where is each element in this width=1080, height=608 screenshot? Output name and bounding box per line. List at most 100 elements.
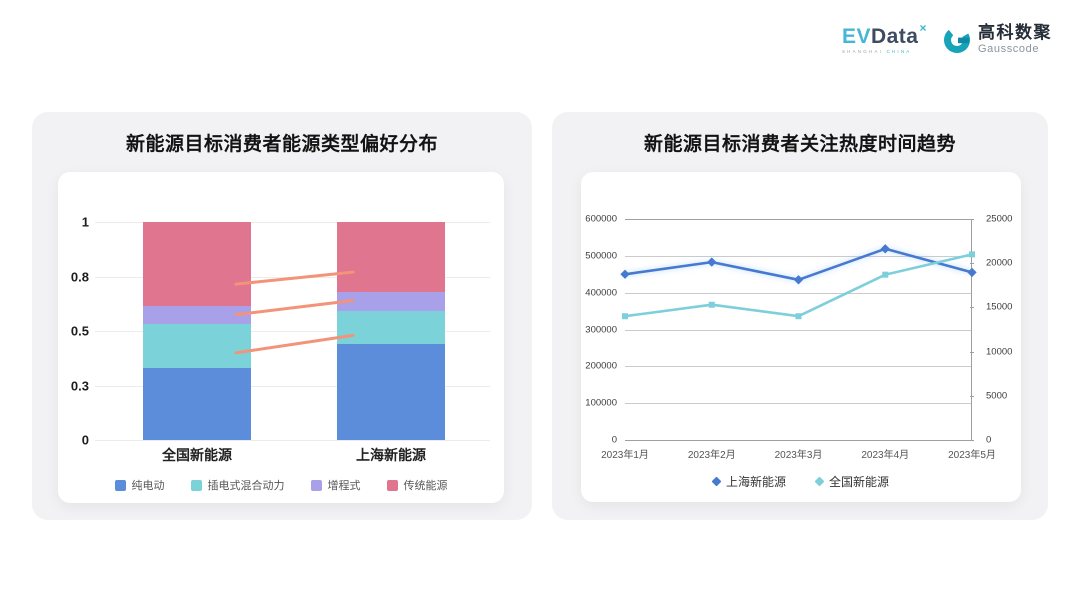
grid-line <box>625 292 972 294</box>
gausscode-name-en: Gausscode <box>978 43 1040 55</box>
grid-line <box>625 255 972 257</box>
legend-item-label: 传统能源 <box>403 480 448 492</box>
grid-line <box>95 440 490 441</box>
right-axis-tick <box>970 351 974 353</box>
grid-line <box>625 219 972 220</box>
data-point-marker <box>622 313 628 320</box>
gausscode-logo: 高科数聚 Gausscode <box>942 24 1052 55</box>
line-chart-legend: 上海新能源 全国新能源 <box>581 473 1021 490</box>
right-axis-tick-label: 10000 <box>986 346 1013 358</box>
left-axis-tick-label: 0 <box>611 434 617 446</box>
data-point-marker <box>880 244 890 254</box>
evdata-superscript-x-icon: × <box>919 21 927 35</box>
bar-chart-title: 新能源目标消费者能源类型偏好分布 <box>125 134 438 155</box>
left-axis-tick-label: 100000 <box>585 397 617 409</box>
legend-swatch <box>386 479 398 491</box>
evdata-subtext-shanghai: SHANGHAI <box>841 49 884 54</box>
right-axis-line <box>971 219 972 440</box>
legend-item[interactable]: 增程式 <box>310 477 361 493</box>
evdata-wordmark: EVData× <box>842 22 927 48</box>
evdata-subtext-china: CHINA <box>886 49 912 54</box>
legend-item-label: 插电式混合动力 <box>207 480 285 492</box>
legend-item[interactable]: 全国新能源 <box>814 473 890 490</box>
bar-chart-legend: 纯电动 插电式混合动力 增程式 传统能源 <box>58 477 504 493</box>
connector-line <box>234 270 355 286</box>
gausscode-name-cn: 高科数聚 <box>978 23 1052 42</box>
right-axis-tick <box>970 219 974 220</box>
legend-item[interactable]: 插电式混合动力 <box>190 477 285 493</box>
legend-item-label: 增程式 <box>327 480 361 492</box>
right-axis-tick <box>970 440 974 441</box>
left-axis-tick-label: 600000 <box>585 213 617 225</box>
bar-segment <box>337 311 445 345</box>
legend-item-label: 上海新能源 <box>725 475 786 489</box>
line-chart-x-axis: 2023年1月 2023年2月 2023年3月 2023年4月 2023年5月 <box>601 446 996 461</box>
data-point-marker <box>795 313 802 320</box>
data-point-marker <box>620 269 630 279</box>
bar-segment <box>337 344 445 440</box>
grid-line <box>95 331 490 332</box>
right-axis-tick <box>970 395 974 397</box>
right-axis-tick-label: 15000 <box>986 301 1013 313</box>
left-axis-tick-label: 400000 <box>585 287 617 299</box>
legend-item-label: 全国新能源 <box>829 475 890 489</box>
grid-line <box>625 403 972 405</box>
y-tick-label: 0.3 <box>70 378 89 393</box>
legend-item[interactable]: 上海新能源 <box>711 473 786 490</box>
bar-chart-plot <box>95 222 490 441</box>
connector-line <box>234 333 355 355</box>
legend-item[interactable]: 纯电动 <box>114 477 165 493</box>
header-logos: EVData× SHANGHAI CHINA 高科数聚 Gausscode <box>841 22 1052 55</box>
stacked-bar <box>337 222 445 440</box>
gausscode-g-icon <box>944 26 970 53</box>
left-axis-tick-label: 500000 <box>585 250 617 262</box>
right-axis-tick <box>970 307 974 309</box>
legend-marker <box>711 476 722 487</box>
bar-segment <box>143 222 251 306</box>
x-category-label: 上海新能源 <box>356 447 426 463</box>
data-point-marker <box>707 257 717 267</box>
y-tick-label: 0 <box>81 432 89 448</box>
series-line <box>624 253 973 318</box>
y-tick-label: 1 <box>81 214 89 230</box>
bar-segment <box>143 368 251 440</box>
x-tick-label: 2023年5月 <box>948 450 996 461</box>
right-axis-tick-label: 5000 <box>986 390 1008 402</box>
connector-line <box>234 298 355 317</box>
right-axis-tick-label: 20000 <box>986 257 1013 269</box>
legend-marker <box>814 476 825 487</box>
y-tick-label: 0.8 <box>70 269 89 284</box>
stacked-bar <box>143 222 251 440</box>
data-point-marker <box>708 301 715 308</box>
bar-chart-panel: 新能源目标消费者能源类型偏好分布 1 0.8 0.5 0.3 0 全国新能源 上海新能源 … <box>32 112 532 520</box>
data-point-marker <box>969 251 975 258</box>
x-tick-label: 2023年1月 <box>601 450 649 461</box>
grid-line <box>625 329 972 331</box>
y-tick-label: 0.5 <box>70 323 89 339</box>
line-chart-card: 600000 500000 400000 300000 200000 100000 0 25… <box>581 172 1021 502</box>
right-axis-tick-label: 25000 <box>986 213 1013 225</box>
legend-item[interactable]: 传统能源 <box>386 477 448 493</box>
evdata-wordmark-data: Data <box>870 25 919 48</box>
line-chart-right-axis: 25000 20000 15000 10000 5000 0 <box>982 214 1022 446</box>
legend-swatch <box>190 479 202 491</box>
bar-chart-y-axis: 1 0.8 0.5 0.3 0 <box>58 215 89 448</box>
connector-lines-layer <box>234 270 355 355</box>
line-series-layer <box>620 244 977 320</box>
bar-chart-card: 1 0.8 0.5 0.3 0 全国新能源 上海新能源 纯电动 插电式混合动力 增程式 传统能源 <box>58 172 504 503</box>
grid-line <box>95 385 490 387</box>
grid-line <box>625 366 972 368</box>
line-chart-left-axis: 600000 500000 400000 300000 200000 100000 0 <box>581 214 617 446</box>
left-axis-tick-label: 300000 <box>585 324 617 335</box>
bar-chart-x-axis: 全国新能源 上海新能源 <box>95 445 490 465</box>
line-chart-plot <box>620 219 977 441</box>
evdata-subtext: SHANGHAI CHINA <box>841 49 926 55</box>
bar-segment <box>337 222 445 292</box>
x-category-label: 全国新能源 <box>162 447 232 463</box>
right-axis-tick <box>970 263 974 265</box>
data-point-marker <box>793 275 804 285</box>
grid-line <box>95 222 490 223</box>
bar-segment <box>337 291 445 312</box>
gausscode-text: 高科数聚 Gausscode <box>978 24 1052 55</box>
right-axis-tick-label: 0 <box>986 434 992 446</box>
